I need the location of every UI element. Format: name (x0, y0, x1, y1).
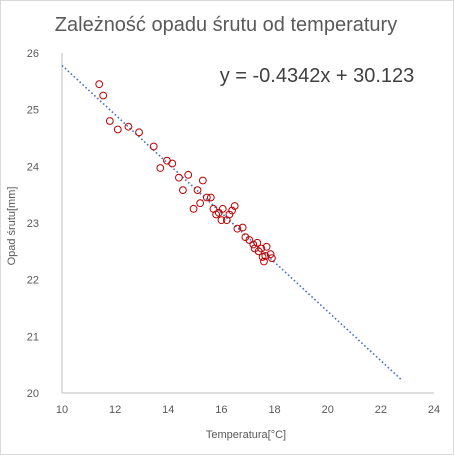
x-tick-label: 10 (56, 404, 68, 416)
y-tick-label: 26 (27, 48, 39, 60)
y-axis-title: Opad śrutu[mm] (6, 187, 18, 266)
y-tick-labels: 20 21 22 23 24 25 26 (27, 48, 39, 400)
data-point (124, 122, 133, 131)
data-point (189, 204, 198, 213)
data-point (257, 244, 266, 253)
data-point (95, 80, 104, 89)
data-point (99, 91, 108, 100)
data-point (202, 193, 211, 202)
x-tick-label: 20 (322, 404, 334, 416)
data-point (228, 206, 236, 215)
data-point (253, 238, 262, 247)
data-point (245, 236, 254, 244)
data-point (193, 186, 202, 195)
x-tick-label: 16 (215, 404, 227, 416)
data-points (95, 80, 276, 266)
data-point (249, 240, 258, 249)
x-tick-label: 18 (268, 404, 280, 416)
y-tick-label: 24 (27, 161, 39, 173)
y-tick-label: 20 (27, 388, 39, 400)
trendline-equation: y = -0.4342x + 30.123 (220, 65, 415, 87)
data-point (149, 142, 158, 151)
x-axis-title: Temperatura[°C] (206, 429, 286, 441)
data-point (196, 199, 205, 208)
data-point (168, 159, 177, 168)
y-tick-label: 23 (27, 218, 39, 230)
data-point (262, 242, 271, 251)
data-point (225, 210, 234, 219)
y-tick-label: 21 (27, 331, 39, 343)
y-tick-label: 25 (27, 105, 39, 117)
data-point (260, 257, 268, 266)
data-point (113, 125, 122, 134)
data-point (266, 250, 275, 259)
data-point (261, 251, 270, 260)
data-point (217, 216, 226, 225)
trendline (61, 64, 403, 381)
x-tick-labels: 10 12 14 16 18 20 22 24 (56, 404, 440, 416)
data-point (214, 208, 223, 217)
data-point (105, 117, 114, 125)
data-point (175, 173, 183, 182)
x-tick-label: 24 (428, 404, 440, 416)
x-tick-label: 14 (162, 404, 174, 416)
data-point (198, 176, 207, 185)
data-point (206, 193, 215, 202)
data-point (230, 202, 239, 210)
data-point (179, 186, 187, 195)
data-point (184, 170, 193, 179)
axes (61, 53, 434, 394)
chart-title: Zależność opadu śrutu od temperatury (55, 14, 397, 36)
data-point (241, 233, 250, 242)
y-tick-label: 22 (27, 275, 39, 287)
data-point (268, 254, 276, 263)
data-point (238, 223, 247, 232)
data-point (254, 247, 263, 256)
data-point (156, 164, 165, 172)
x-tick-label: 12 (109, 404, 121, 416)
data-point (233, 224, 242, 233)
x-tick-label: 22 (375, 404, 387, 416)
data-point (218, 204, 227, 213)
data-point (135, 128, 143, 137)
